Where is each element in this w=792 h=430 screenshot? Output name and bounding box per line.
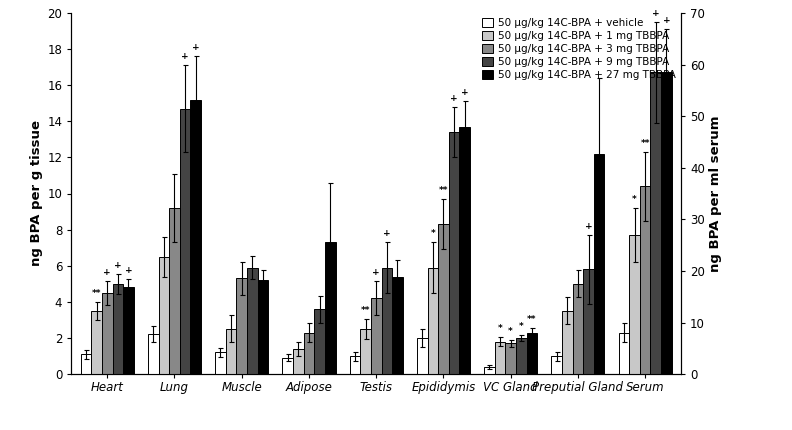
Bar xyxy=(371,298,382,374)
Y-axis label: ng BPA per ml serum: ng BPA per ml serum xyxy=(709,115,722,272)
Bar xyxy=(148,335,158,374)
Bar xyxy=(158,257,169,374)
Bar xyxy=(237,278,247,374)
Text: **: ** xyxy=(92,289,101,298)
Bar xyxy=(91,311,102,374)
Bar xyxy=(360,329,371,374)
Text: +: + xyxy=(124,266,132,275)
Text: +: + xyxy=(114,261,122,270)
Bar xyxy=(484,367,495,374)
Bar xyxy=(562,311,573,374)
Text: *: * xyxy=(497,324,502,333)
Bar xyxy=(190,100,201,374)
Bar xyxy=(619,332,629,374)
Bar xyxy=(438,224,449,374)
Bar xyxy=(661,73,672,374)
Bar xyxy=(594,154,604,374)
Text: **: ** xyxy=(361,306,371,315)
Bar xyxy=(640,186,650,374)
Text: +: + xyxy=(372,268,380,277)
Bar xyxy=(349,356,360,374)
Text: **: ** xyxy=(641,139,650,148)
Bar xyxy=(459,127,470,374)
Bar xyxy=(573,284,583,374)
Text: +: + xyxy=(181,52,189,61)
Bar xyxy=(283,358,293,374)
Bar xyxy=(247,267,257,374)
Bar xyxy=(112,284,124,374)
Bar xyxy=(180,109,190,374)
Text: +: + xyxy=(584,222,592,231)
Text: +: + xyxy=(450,94,458,103)
Bar xyxy=(495,341,505,374)
Bar xyxy=(392,276,403,374)
Bar xyxy=(449,132,459,374)
Bar xyxy=(505,344,516,374)
Bar xyxy=(382,267,392,374)
Text: +: + xyxy=(652,9,660,18)
Legend: 50 μg/kg 14C-BPA + vehicle, 50 μg/kg 14C-BPA + 1 mg TBBPA, 50 μg/kg 14C-BPA + 3 : 50 μg/kg 14C-BPA + vehicle, 50 μg/kg 14C… xyxy=(482,18,676,80)
Text: +: + xyxy=(383,229,390,238)
Text: **: ** xyxy=(527,314,537,323)
Bar xyxy=(314,309,325,374)
Text: *: * xyxy=(632,195,637,204)
Bar xyxy=(81,354,91,374)
Bar xyxy=(516,338,527,374)
Bar xyxy=(226,329,237,374)
Text: *: * xyxy=(519,322,524,331)
Bar xyxy=(428,267,438,374)
Bar xyxy=(169,208,180,374)
Text: +: + xyxy=(192,43,200,52)
Bar xyxy=(215,353,226,374)
Text: +: + xyxy=(663,16,670,25)
Text: *: * xyxy=(508,327,513,336)
Bar xyxy=(417,338,428,374)
Bar xyxy=(293,349,303,374)
Bar xyxy=(303,332,314,374)
Bar xyxy=(583,269,594,374)
Bar xyxy=(124,287,134,374)
Text: *: * xyxy=(430,229,435,238)
Bar xyxy=(257,280,268,374)
Bar xyxy=(551,356,562,374)
Bar xyxy=(650,73,661,374)
Text: +: + xyxy=(461,89,469,98)
Bar xyxy=(527,332,537,374)
Bar xyxy=(325,242,336,374)
Y-axis label: ng BPA per g tissue: ng BPA per g tissue xyxy=(30,120,43,267)
Bar xyxy=(102,293,112,374)
Bar xyxy=(629,235,640,374)
Text: **: ** xyxy=(439,186,448,195)
Text: +: + xyxy=(104,268,111,277)
